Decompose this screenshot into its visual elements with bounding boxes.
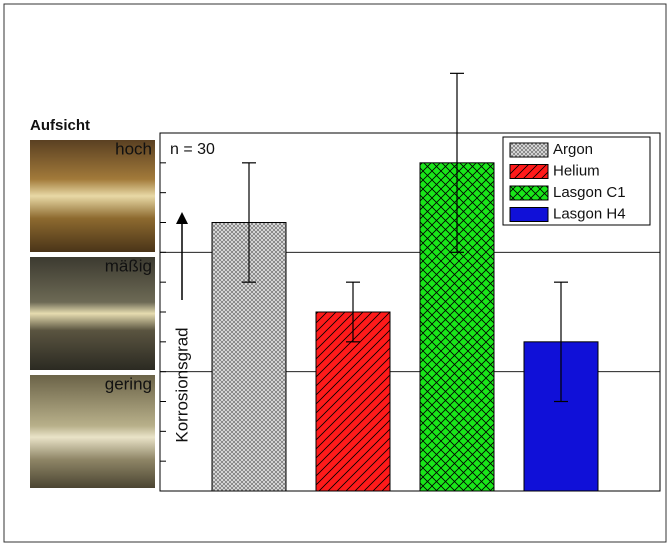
panel-title: Aufsicht	[30, 117, 90, 134]
figure: Aufsicht hoch mäßig gering n = 30 Korros…	[0, 0, 671, 547]
legend-swatch	[510, 186, 548, 200]
legend-swatch	[510, 165, 548, 179]
photo-label: gering	[105, 374, 152, 393]
photo-label: mäßig	[105, 256, 152, 275]
y-axis-label: Korrosionsgrad	[172, 327, 191, 442]
legend-swatch	[510, 208, 548, 222]
legend-label: Lasgon H4	[553, 205, 626, 222]
photo-label: hoch	[115, 139, 152, 158]
annotation: n = 30	[170, 141, 215, 158]
legend-swatch	[510, 143, 548, 157]
legend-label: Argon	[553, 141, 593, 158]
legend-label: Helium	[553, 162, 600, 179]
legend-label: Lasgon C1	[553, 184, 626, 201]
